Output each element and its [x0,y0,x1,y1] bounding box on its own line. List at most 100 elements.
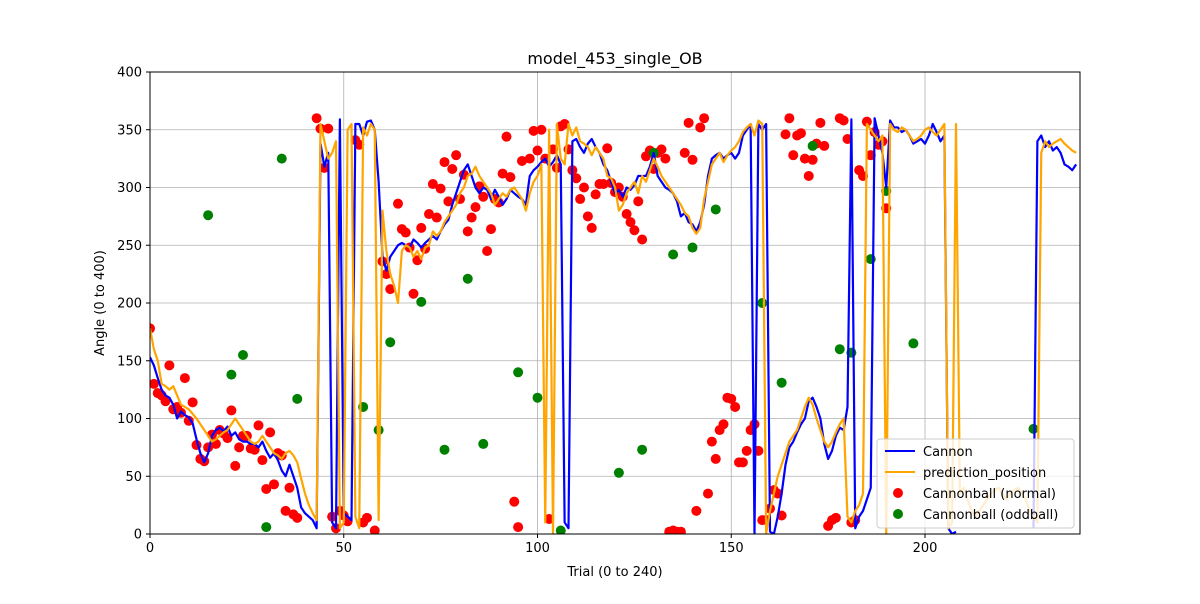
cannonball-normal-point [482,246,493,257]
cannonball-normal-point [621,209,632,220]
chart-title: model_453_single_OB [527,49,702,69]
cannonball-normal-point [706,436,717,447]
cannonball-normal-point [691,505,702,516]
cannonball-oddball-point [532,392,543,403]
cannonball-normal-point [234,442,245,453]
cannonball-oddball-point [776,377,787,388]
cannonball-oddball-point [513,367,524,378]
cannonball-normal-point [730,401,741,412]
cannonball-normal-point [400,227,411,238]
cannonball-oddball-point [908,338,919,349]
cannonball-normal-point [280,505,291,516]
x-axis-label: Trial (0 to 240) [566,565,662,580]
cannonball-normal-point [183,415,194,426]
cannonball-normal-point [509,496,520,507]
cannonball-normal-point [230,460,241,471]
cannonball-normal-point [590,189,601,200]
cannonball-normal-point [435,183,446,194]
x-tick-label: 0 [146,541,154,556]
cannonball-normal-point [633,196,644,207]
cannonball-normal-point [369,525,380,534]
cannonball-normal-point [637,234,648,245]
cannon-line [150,117,1078,534]
cannonball-normal-point [451,150,462,161]
cannonball-normal-point [443,196,454,207]
cannonball-normal-point [796,128,806,139]
cannonball-normal-point [548,144,558,155]
cannonball-normal-point [261,483,272,494]
cannonball-normal-point [517,155,527,166]
cannonball-normal-point [311,113,322,124]
cannonball-normal-point [544,513,555,524]
cannonball-normal-point [710,453,721,464]
cannonball-normal-point [602,143,613,154]
cannonball-oddball-point [687,242,698,253]
cannonball-normal-point [284,482,295,493]
cannonball-normal-point [478,191,489,202]
cannonball-normal-point [737,457,748,468]
cannonball-normal-point [799,153,810,164]
cannonball-normal-point [501,131,512,142]
cannonball-normal-point [505,172,516,183]
cannonball-normal-point [431,212,442,223]
cannonball-normal-point [780,129,791,140]
cannonball-oddball-point [416,296,427,307]
cannonball-normal-point [486,224,496,235]
cannonball-oddball-point [292,393,303,404]
cannonball-normal-point [257,455,268,466]
x-tick-label: 150 [719,541,744,556]
cannonball-oddball-point [757,298,768,308]
cannonball-normal-point [830,512,841,523]
cannonball-oddball-point [203,210,214,221]
cannonball-normal-point [354,139,365,150]
x-tick-label: 50 [335,541,352,556]
cannonball-normal-point [625,217,636,228]
y-tick-label: 400 [117,66,142,81]
legend-label-normal: Cannonball (normal) [923,487,1056,502]
cannonball-normal-point [222,433,233,444]
cannonball-normal-point [447,164,458,175]
cannonball-normal-point [470,202,481,213]
cannonball-normal-point [532,145,543,156]
cannonball-normal-point [687,154,698,165]
y-tick-label: 150 [117,354,142,369]
cannonball-normal-point [226,405,237,416]
cannonball-normal-point [660,153,671,164]
cannonball-oddball-point [668,249,679,260]
plot-layer [150,113,1078,534]
tick-layer: 0 50 100 150 200 0 50 100 150 200 250 300 350 400 [117,66,937,557]
cannonball-oddball-point [807,140,818,151]
cannonball-normal-point [150,378,159,389]
y-axis-label: Angle (0 to 400) [93,250,108,356]
cannonball-oddball-point [385,337,396,348]
cannonball-normal-point [385,284,396,295]
cannonball-normal-point [741,445,752,456]
cannonball-normal-point [265,427,276,438]
cannonball-normal-point [319,162,330,173]
cannonball-normal-point [703,488,713,499]
cannonball-oddball-point [261,522,272,533]
cannonball-normal-point [362,512,372,523]
cannonball-normal-point [675,526,686,534]
cannonball-oddball-point [462,273,473,284]
cannonball-oddball-point [478,438,489,449]
legend-swatch-normal [893,488,903,498]
cannonball-normal-point [524,153,535,164]
cannonball-normal-point [427,179,438,190]
legend: Cannon prediction_position Cannonball (n… [876,438,1075,529]
x-tick-label: 200 [913,541,938,556]
cannonball-normal-point [699,113,710,124]
cannonball-normal-point [598,179,609,190]
cannonball-normal-point [788,150,799,161]
cannonball-oddball-point [555,525,566,534]
cannonball-normal-point [784,113,795,124]
cannonball-normal-point [718,419,729,430]
cannonball-normal-point [656,144,667,155]
cannonball-normal-point [416,222,427,233]
cannonball-normal-point [807,154,818,165]
y-tick-label: 0 [134,528,142,543]
y-tick-label: 200 [117,297,142,312]
cannonball-normal-point [683,117,694,128]
x-tick-label: 100 [525,541,550,556]
